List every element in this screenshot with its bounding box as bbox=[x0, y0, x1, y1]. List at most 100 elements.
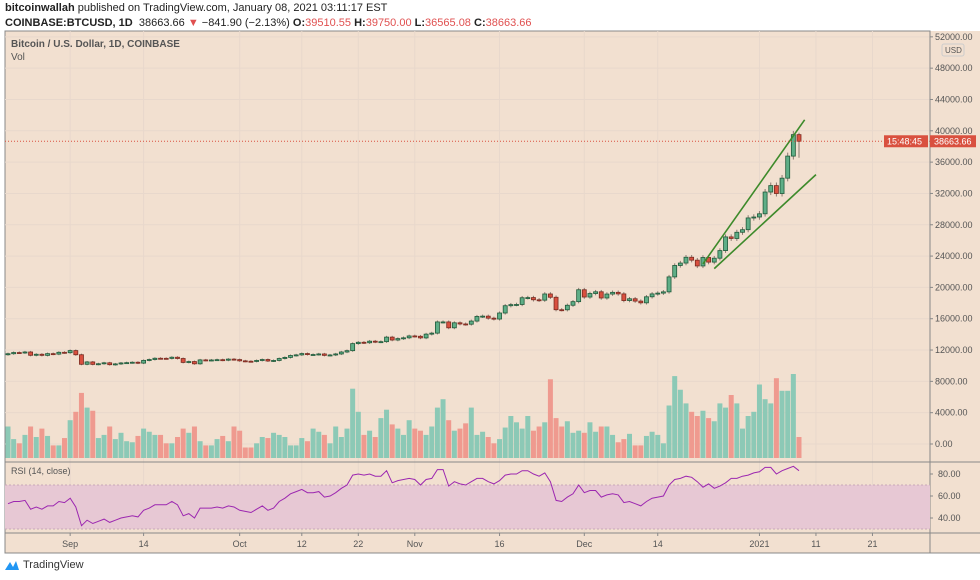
volume-bar bbox=[310, 428, 316, 458]
candle bbox=[384, 336, 389, 343]
volume-bar bbox=[367, 430, 373, 458]
candle bbox=[632, 298, 638, 302]
volume-bar bbox=[271, 432, 277, 458]
volume-bar bbox=[480, 431, 486, 458]
volume-bar bbox=[655, 434, 661, 458]
candle bbox=[389, 336, 395, 341]
volume-bar bbox=[338, 437, 344, 458]
author-name[interactable]: bitcoinwallah bbox=[5, 2, 75, 14]
volume-bar bbox=[683, 403, 689, 458]
candle bbox=[621, 293, 627, 301]
chart-title: Bitcoin / U.S. Dollar, 1D, COINBASE bbox=[11, 39, 180, 50]
volume-bar bbox=[389, 424, 395, 458]
price-tick-label: 32000.00 bbox=[935, 188, 973, 198]
volume-bar bbox=[141, 428, 147, 458]
last-price: 38663.66 bbox=[138, 17, 185, 29]
price-tick-label: 28000.00 bbox=[935, 220, 973, 230]
volume-bar bbox=[610, 434, 616, 458]
volume-bar bbox=[564, 421, 570, 458]
tradingview-logo[interactable]: TradingView bbox=[4, 559, 84, 571]
rsi-tick-label: 80.00 bbox=[938, 469, 961, 479]
symbol-info: COINBASE:BTCUSD, 1D 38663.66 ▼ −841.90 (… bbox=[5, 17, 532, 29]
candle bbox=[67, 350, 73, 354]
price-tick-label: 16000.00 bbox=[935, 314, 973, 324]
volume-bar bbox=[299, 438, 305, 458]
candle bbox=[542, 293, 548, 301]
candle bbox=[237, 359, 243, 362]
price-tick-label: 24000.00 bbox=[935, 251, 973, 261]
volume-bar bbox=[621, 439, 627, 458]
candle bbox=[485, 315, 491, 319]
candle bbox=[451, 322, 457, 329]
open-label: O: bbox=[292, 17, 306, 29]
volume-bar bbox=[186, 432, 192, 458]
time-tick-label: 11 bbox=[811, 539, 820, 549]
candle bbox=[141, 359, 147, 364]
volume-bar bbox=[604, 426, 610, 458]
volume-bar bbox=[502, 427, 508, 458]
volume-bar bbox=[587, 422, 593, 458]
volume-bar bbox=[643, 435, 649, 458]
candle bbox=[559, 309, 565, 312]
volume-bar bbox=[446, 420, 452, 458]
low-label: L: bbox=[414, 17, 426, 29]
candle bbox=[508, 304, 514, 307]
candle bbox=[531, 297, 536, 301]
candle bbox=[576, 289, 582, 303]
volume-bar bbox=[711, 421, 717, 458]
volume-bar bbox=[598, 426, 604, 458]
time-tick-label: Dec bbox=[576, 539, 593, 549]
volume-bar bbox=[84, 407, 90, 458]
candle bbox=[84, 361, 90, 365]
volume-bar bbox=[401, 434, 406, 458]
candle bbox=[553, 296, 559, 311]
candle bbox=[689, 256, 695, 261]
price-tick-label: 40000.00 bbox=[935, 126, 973, 136]
current-price-label: 38663.66 bbox=[934, 136, 972, 146]
close-value: 38663.66 bbox=[485, 17, 532, 29]
tradingview-logo-icon bbox=[5, 561, 19, 570]
volume-bar bbox=[73, 411, 79, 458]
volume-bar bbox=[203, 445, 209, 458]
price-tick-label: 44000.00 bbox=[935, 94, 973, 104]
candle bbox=[401, 337, 406, 340]
candle bbox=[367, 340, 373, 344]
volume-bar bbox=[22, 434, 28, 458]
candle bbox=[271, 360, 276, 362]
candle bbox=[338, 351, 344, 355]
price-tick-label: 36000.00 bbox=[935, 157, 973, 167]
volume-bar bbox=[762, 399, 768, 458]
volume-bar bbox=[259, 437, 265, 458]
volume-bar bbox=[677, 389, 683, 458]
candle bbox=[423, 333, 429, 339]
volume-bar bbox=[768, 403, 774, 458]
candle bbox=[372, 340, 378, 343]
volume-bar bbox=[700, 410, 706, 458]
candle bbox=[463, 323, 469, 326]
volume-bar bbox=[180, 428, 186, 458]
candle bbox=[299, 353, 305, 356]
price-tick-label: 4000.00 bbox=[935, 408, 968, 418]
volume-bar bbox=[152, 434, 158, 458]
candle bbox=[180, 358, 186, 363]
trendline bbox=[713, 174, 817, 270]
candle bbox=[378, 341, 384, 344]
candle bbox=[135, 361, 141, 364]
volume-bar bbox=[553, 418, 559, 458]
volume-bar bbox=[717, 403, 723, 458]
candle bbox=[672, 265, 678, 278]
candle bbox=[649, 293, 655, 298]
volume-bar bbox=[146, 431, 152, 458]
candle bbox=[208, 359, 214, 362]
volume-bar bbox=[78, 392, 84, 458]
candle bbox=[107, 362, 113, 366]
candle bbox=[734, 231, 740, 239]
candle bbox=[186, 361, 192, 363]
chart-background bbox=[4, 30, 931, 554]
candle bbox=[175, 356, 180, 359]
volume-bar bbox=[559, 426, 565, 458]
candle bbox=[45, 353, 50, 356]
candle bbox=[316, 353, 322, 356]
candle bbox=[321, 353, 327, 356]
